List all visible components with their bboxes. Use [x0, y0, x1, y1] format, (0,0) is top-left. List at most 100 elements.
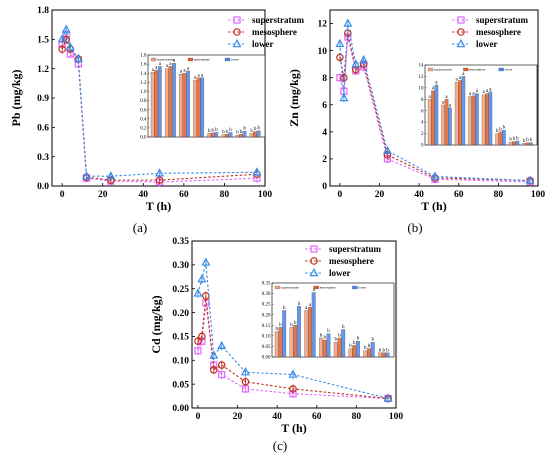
legend-label: superstratum: [329, 244, 381, 254]
inset-bar: [348, 348, 353, 358]
inset-bar-label: b: [215, 128, 218, 133]
legend-marker: [233, 16, 241, 24]
data-point: [194, 347, 202, 355]
data-point: [252, 167, 262, 176]
legend-label: mesosphere: [329, 256, 374, 266]
y-axis-label: Pb (mg/kg): [9, 69, 23, 126]
legend-entry-mesosphere: mesosphere: [305, 256, 374, 266]
inset-y-tick-label: 0.6: [140, 108, 147, 113]
inset-bar-label: b: [335, 338, 338, 343]
x-tick-label: 80: [494, 190, 504, 200]
inset-bar: [157, 66, 162, 138]
inset-bar: [225, 134, 229, 138]
legend-marker: [233, 28, 241, 36]
data-point: [383, 393, 393, 402]
inset-bar: [235, 135, 240, 138]
inset-y-tick-label: 0.35: [262, 282, 271, 287]
inset-bar-label: b: [243, 127, 246, 132]
inset-y-tick-label: 4: [421, 121, 424, 126]
data-point: [336, 53, 344, 62]
inset-bar-label: a: [456, 78, 459, 83]
inset-bar-label: a: [429, 95, 432, 100]
inset-bar-label: b: [279, 323, 282, 328]
inset-y-tick-label: 0.25: [262, 303, 271, 308]
inset-bar-label: a: [194, 76, 197, 81]
inset-bar: [278, 327, 283, 358]
inset-y-tick-label: 0.8: [140, 99, 147, 104]
inset-bar: [515, 140, 520, 146]
data-point: [335, 38, 345, 48]
y-tick-label: 0.05: [172, 380, 189, 390]
y-tick-label: 0.3: [37, 153, 49, 163]
data-point: [209, 366, 218, 374]
inset-bar: [297, 306, 301, 358]
inset-y-tick-label: 12: [419, 75, 425, 80]
inset-bar-label: b: [320, 333, 323, 338]
inset-bar: [427, 99, 432, 146]
inset-bar-label: b: [276, 327, 279, 332]
series-line-superstratum: [339, 36, 531, 183]
inset-bar: [502, 129, 506, 146]
inset-bar: [196, 77, 201, 138]
inset-bar-label: a: [476, 89, 479, 94]
inset-bar: [179, 73, 183, 138]
inset-legend-swatch: [274, 285, 281, 290]
y-tick-label: 0.20: [172, 309, 189, 319]
inset-bar-label: a: [445, 95, 448, 100]
inset-bar-label: b: [371, 338, 374, 343]
inset-bar-label: a: [483, 90, 486, 95]
inset-bar-label: b: [496, 129, 499, 134]
y-tick-label: 0.30: [172, 261, 189, 271]
inset-bar-label: b: [323, 336, 326, 341]
inset-bar-label: b: [357, 337, 360, 342]
inset-bar: [448, 107, 452, 146]
legend-entry-mesosphere: mesosphere: [228, 27, 297, 37]
legend-label: superstratum: [252, 15, 304, 25]
inset-legend-label: superstratum: [434, 68, 452, 72]
inset-bar: [186, 70, 190, 138]
legend-label: superstratum: [476, 15, 528, 25]
data-point: [65, 42, 75, 51]
inset-legend-swatch: [498, 67, 504, 72]
inset-legend-swatch: [150, 57, 157, 62]
inset-bar-label: b: [208, 129, 211, 134]
inset-y-tick-label: 14: [419, 64, 425, 69]
inset-legend-swatch: [187, 57, 194, 62]
inset-bar: [522, 143, 526, 146]
x-tick-label: 80: [220, 190, 230, 200]
inset-bar: [498, 131, 503, 146]
series-lower: [57, 24, 262, 181]
inset-bar: [485, 93, 489, 146]
inset-bar-label: b: [294, 321, 297, 326]
inset-bar: [385, 352, 390, 358]
legend-entry-lower: lower: [452, 38, 498, 49]
inset-bar: [495, 133, 499, 146]
inset-bar-label: b: [516, 137, 519, 142]
inset-bar: [256, 130, 261, 138]
inset-bar-label: b: [236, 131, 239, 136]
inset-bar: [326, 333, 331, 358]
inset-bar: [337, 337, 342, 358]
x-tick-label: 0: [196, 412, 201, 422]
y-tick-label: 0.35: [172, 237, 189, 247]
inset-bar-label: a: [469, 92, 472, 97]
inset-bar-label: a: [309, 303, 312, 308]
inset-y-tick-label: 1.2: [140, 81, 147, 86]
legend-entry-lower: lower: [305, 267, 351, 278]
data-point: [339, 92, 349, 102]
inset-bar-label: a: [449, 103, 452, 108]
inset-bar-label: b: [283, 306, 286, 311]
inset-bar: [441, 104, 445, 146]
legend-marker: [309, 267, 319, 277]
legend-label: lower: [329, 268, 351, 278]
inset-y-tick-label: 0.2: [140, 126, 147, 131]
inset-bar-label: b: [257, 126, 260, 131]
inset-bar: [207, 133, 212, 138]
legend-label: mesosphere: [476, 27, 521, 37]
inset-bar: [471, 95, 476, 146]
inset-bar: [444, 99, 449, 146]
